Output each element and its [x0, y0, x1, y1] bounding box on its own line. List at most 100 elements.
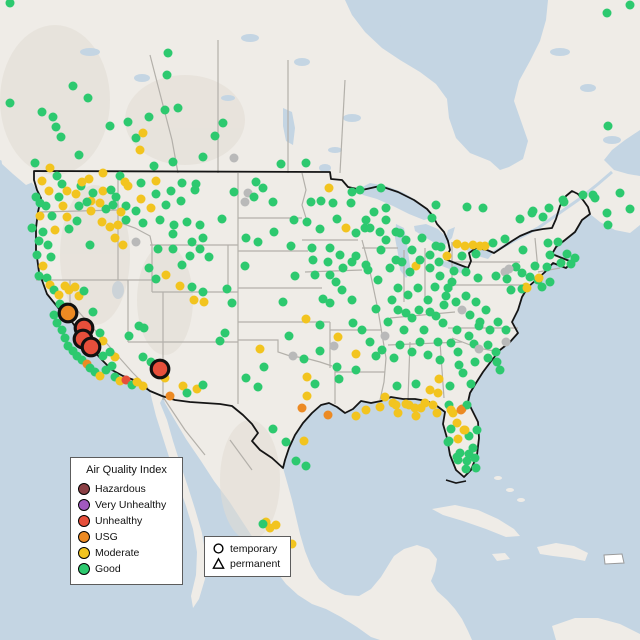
monitor-dot: [124, 331, 134, 341]
monitor-dot: [454, 360, 464, 370]
monitor-dot: [407, 347, 417, 357]
moderate-label: Moderate: [95, 547, 140, 559]
monitor-dot: [480, 241, 490, 251]
small-lakes: [80, 21, 621, 172]
hazardous-label: Hazardous: [95, 483, 146, 495]
monitor-dot: [335, 250, 345, 260]
monitor-dot: [373, 275, 383, 285]
monitor-dot: [121, 375, 131, 385]
monitor-dot: [488, 238, 498, 248]
aqi-legend-item-unhealthy: Unhealthy: [78, 513, 175, 529]
monitor-dot: [315, 320, 325, 330]
monitor-dot: [276, 159, 286, 169]
bahamas: [494, 476, 525, 502]
monitor-dot: [107, 361, 117, 371]
monitor-dot: [163, 48, 173, 58]
monitor-dot: [195, 220, 205, 230]
monitor-dot: [98, 186, 108, 196]
monitor-dot: [301, 314, 311, 324]
permanent-legend-item: permanent: [212, 556, 283, 571]
monitor-dot: [468, 240, 478, 250]
monitor-dot: [492, 357, 502, 367]
monitor-dot: [162, 70, 172, 80]
monitor-dot: [151, 189, 161, 199]
monitor-dot: [217, 214, 227, 224]
monitor-dot: [323, 410, 333, 420]
monitor-dot: [176, 196, 186, 206]
large-monitor-marker: [80, 336, 102, 358]
monitor-dot: [74, 201, 84, 211]
cuba: [432, 505, 520, 537]
monitor-dot: [329, 341, 339, 351]
monitor-dot: [474, 344, 484, 354]
monitor-dot: [52, 318, 62, 328]
monitor-dot: [365, 223, 375, 233]
monitor-dot: [42, 273, 52, 283]
monitor-dot: [361, 215, 371, 225]
monitor-dot: [241, 373, 251, 383]
monitor-dot: [393, 305, 403, 315]
monitor-dot: [415, 337, 425, 347]
monitor-dot: [177, 260, 187, 270]
monitor-dot: [481, 305, 491, 315]
monitor-dot: [46, 252, 56, 262]
monitor-dot: [376, 245, 386, 255]
usg-swatch-icon: [78, 531, 90, 543]
monitor-dot: [268, 424, 278, 434]
monitor-dot: [438, 318, 448, 328]
temporary-label: temporary: [230, 542, 278, 555]
monitor-dot: [149, 161, 159, 171]
monitor-dot: [435, 355, 445, 365]
monitor-dot: [461, 464, 471, 474]
monitor-dot: [98, 168, 108, 178]
monitor-dot: [323, 257, 333, 267]
monitor-dot: [301, 461, 311, 471]
monitor-dot: [318, 294, 328, 304]
monitor-dot: [38, 261, 48, 271]
monitor-dot: [190, 185, 200, 195]
monitor-dot: [393, 408, 403, 418]
monitor-dot: [169, 220, 179, 230]
monitor-dot: [461, 267, 471, 277]
monitor-dot: [385, 263, 395, 273]
monitor-dot: [491, 347, 501, 357]
monitor-dot: [35, 211, 45, 221]
monitor-dot: [83, 93, 93, 103]
monitor-dot: [347, 187, 357, 197]
monitor-dot: [155, 215, 165, 225]
monitor-dot: [387, 295, 397, 305]
monitor-dot: [182, 217, 192, 227]
monitor-dot: [204, 252, 214, 262]
monitor-dot: [50, 225, 60, 235]
monitor-dot: [120, 177, 130, 187]
monitor-dot: [95, 371, 105, 381]
monitor-dot: [446, 424, 456, 434]
monitor-dot: [428, 400, 438, 410]
monitor-dot: [60, 333, 70, 343]
monitor-dot: [161, 270, 171, 280]
monitor-dot: [337, 285, 347, 295]
monitor-dot: [302, 372, 312, 382]
monitor-dot: [58, 201, 68, 211]
monitor-dot: [187, 237, 197, 247]
monitor-dot: [433, 337, 443, 347]
vancouver-island: [0, 150, 33, 185]
monitor-dot: [222, 284, 232, 294]
monitor-dot: [462, 456, 472, 466]
monitor-dot: [471, 463, 481, 473]
monitor-dot: [47, 211, 57, 221]
monitor-dot: [229, 153, 239, 163]
monitor-dot: [146, 203, 156, 213]
monitor-dot: [527, 208, 537, 218]
monitor-dot: [460, 425, 470, 435]
monitor-dot: [471, 249, 481, 259]
monitor-dot: [70, 282, 80, 292]
monitor-dot: [210, 131, 220, 141]
great-salt-lake: [112, 281, 124, 299]
monitor-dot: [308, 255, 318, 265]
monitor-dot: [160, 105, 170, 115]
temporary-legend-item: temporary: [212, 541, 283, 556]
monitor-dot: [452, 325, 462, 335]
monitor-dot: [401, 308, 411, 318]
monitor-dot: [138, 352, 148, 362]
